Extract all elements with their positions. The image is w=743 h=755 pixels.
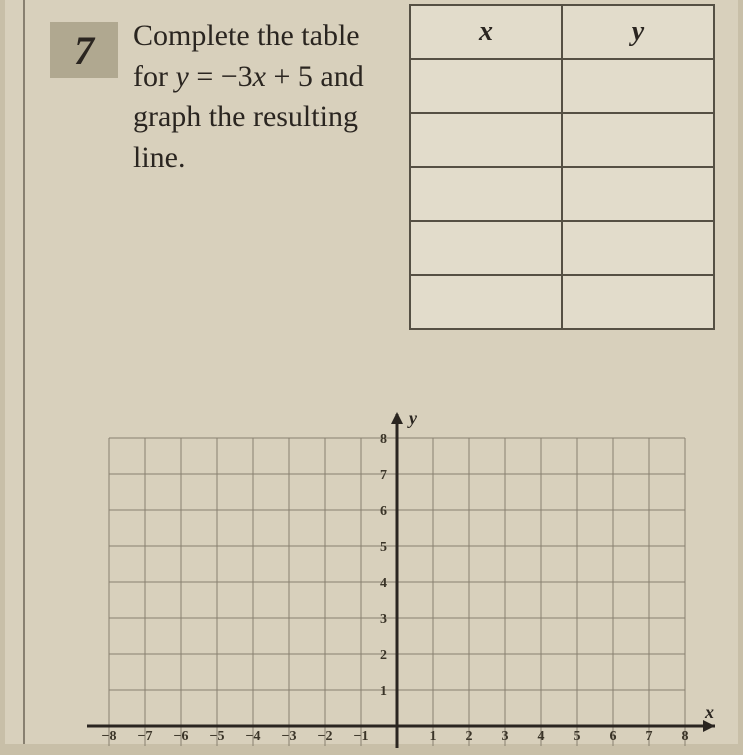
table-header-row: x y	[410, 5, 714, 59]
prompt-line-3: graph the resulting	[133, 97, 413, 138]
coordinate-grid: −8 −7 −6 −5 −4 −3 −2 −1 1 2 3 4 5 6 7 8 1 2 3 4 5 6 7 8 y x	[77, 410, 717, 750]
svg-text:8: 8	[380, 432, 387, 447]
prompt-line-1: Complete the table	[133, 16, 413, 57]
prompt-line-2: for y = −3x + 5 and	[133, 57, 413, 98]
svg-text:−8: −8	[102, 729, 117, 744]
cell-x	[410, 59, 562, 113]
table-row	[410, 275, 714, 329]
header-x: x	[410, 5, 562, 59]
prompt-prefix: for	[133, 60, 175, 93]
svg-text:2: 2	[380, 648, 387, 663]
svg-text:−1: −1	[354, 729, 369, 744]
svg-text:1: 1	[430, 729, 437, 744]
table-body	[410, 59, 714, 329]
svg-text:7: 7	[380, 468, 387, 483]
svg-text:−7: −7	[138, 729, 153, 744]
question-prompt: Complete the table for y = −3x + 5 and g…	[133, 16, 413, 178]
svg-text:2: 2	[466, 729, 473, 744]
cell-x	[410, 167, 562, 221]
table-row	[410, 221, 714, 275]
header-y: y	[562, 5, 714, 59]
svg-text:5: 5	[380, 540, 387, 555]
table-row	[410, 167, 714, 221]
svg-text:4: 4	[538, 729, 545, 744]
cell-x	[410, 221, 562, 275]
svg-text:1: 1	[380, 684, 387, 699]
xy-table: x y	[409, 4, 715, 330]
cell-y	[562, 113, 714, 167]
svg-text:3: 3	[502, 729, 509, 744]
svg-text:8: 8	[682, 729, 689, 744]
worksheet-page: 7 Complete the table for y = −3x + 5 and…	[5, 0, 738, 744]
svg-text:−3: −3	[282, 729, 297, 744]
svg-text:3: 3	[380, 612, 387, 627]
svg-text:y: y	[407, 410, 418, 428]
cell-y	[562, 221, 714, 275]
svg-text:6: 6	[610, 729, 617, 744]
svg-text:−6: −6	[174, 729, 189, 744]
prompt-suffix: and	[313, 60, 364, 93]
cell-x	[410, 275, 562, 329]
question-number-box: 7	[50, 22, 118, 78]
table-row	[410, 113, 714, 167]
svg-text:6: 6	[380, 504, 387, 519]
cell-y	[562, 275, 714, 329]
svg-text:−2: −2	[318, 729, 333, 744]
graph-svg: −8 −7 −6 −5 −4 −3 −2 −1 1 2 3 4 5 6 7 8 1 2 3 4 5 6 7 8 y x	[77, 410, 717, 750]
svg-text:x: x	[704, 702, 714, 722]
cell-x	[410, 113, 562, 167]
prompt-line-4: line.	[133, 138, 413, 179]
cell-y	[562, 59, 714, 113]
svg-text:−4: −4	[246, 729, 261, 744]
svg-text:5: 5	[574, 729, 581, 744]
svg-text:4: 4	[380, 576, 387, 591]
table-row	[410, 59, 714, 113]
question-number: 7	[74, 27, 94, 74]
cell-y	[562, 167, 714, 221]
svg-text:−5: −5	[210, 729, 225, 744]
margin-line	[23, 0, 25, 744]
svg-text:7: 7	[646, 729, 653, 744]
